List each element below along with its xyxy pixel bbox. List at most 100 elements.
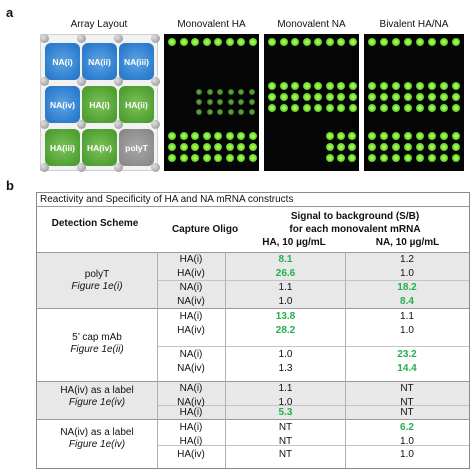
signal-spot [214,38,222,46]
signal-spot [248,154,257,162]
signal-spot [248,132,257,140]
signal-spot [268,104,276,112]
signal-spot [368,143,376,151]
signal-spot [314,104,322,112]
capture-oligo-cell: HA(i) [179,254,203,265]
signal-spot [248,89,255,95]
signal-spot [302,38,311,46]
signal-spot [348,132,356,140]
panel-b-letter: b [6,178,14,193]
signal-spot [416,132,424,140]
scheme-figure: Figure 1e(iv) [68,439,126,450]
row-rule [157,280,469,281]
signal-spot [428,82,436,90]
signal-spot [380,154,388,162]
signal-spot [217,99,223,105]
fiducial-dot [114,34,123,43]
header-detection: Detection Scheme [51,218,139,229]
title-rule [37,206,469,207]
ha-value-cell: 1.0 [278,397,293,408]
signal-spot [348,38,357,46]
signal-spot [248,99,255,105]
na-value-cell: 23.2 [397,349,417,360]
scheme-figure: Figure 1e(i) [71,281,123,292]
signal-spot [268,38,276,46]
header-signal-2: for each monovalent mRNA [289,224,421,235]
capture-oligo-cell: NA(iv) [177,296,205,307]
signal-spot [214,132,222,140]
scheme-na-label: NA(iv) as a label Figure 1e(iv) [37,427,157,451]
signal-spot [392,38,400,46]
ha-value-cell: NT [278,422,293,433]
signal-spot [237,38,245,46]
signal-spot [302,104,311,112]
ha-value-cell: NT [278,449,293,460]
signal-spot [428,154,436,162]
signal-spot [237,132,245,140]
signal-spot [191,154,199,162]
signal-spot [368,132,376,140]
col-divider-1 [157,252,158,468]
signal-spot [380,82,388,90]
fiducial-dot [40,34,49,43]
signal-spot [196,89,202,95]
header-rule [37,252,469,253]
fiducial-dot [40,77,49,86]
signal-spot [237,154,245,162]
signal-spot [279,104,288,112]
signal-spot [392,132,400,140]
ha-value-cell: 8.1 [278,254,293,265]
fiducial-dot [77,34,86,43]
signal-spot [225,143,234,151]
signal-spot [202,132,211,140]
fiducial-dot [114,163,123,172]
header-na-col: NA, 10 µg/mL [375,237,440,248]
na-value-cell: 1.0 [400,325,414,336]
signal-spot [428,38,436,46]
signal-spot [392,93,400,101]
signal-spot [416,143,424,151]
spot-na-ii: NA(ii) [82,43,117,80]
na-value-cell: NT [400,407,414,418]
scheme-figure: Figure 1e(iv) [68,397,126,408]
signal-spot [291,93,299,101]
signal-spot [452,143,460,151]
na-value-cell: 1.0 [400,268,414,279]
signal-spot [416,38,424,46]
signal-spot [452,93,460,101]
signal-spot [337,82,345,90]
group-rule-2 [37,381,469,382]
signal-spot [326,143,334,151]
signal-spot [337,104,345,112]
signal-spot [368,38,376,46]
signal-spot [348,82,357,90]
signal-spot [291,104,299,112]
capture-oligo-cell: HA(i) [179,436,203,447]
signal-spot [168,154,176,162]
signal-spot [202,154,211,162]
capture-oligo-cell: HA(i) [179,407,203,418]
bivalent-image [364,34,464,171]
array-layout-diagram: NA(i) NA(ii) NA(iii) NA(iv) HA(i) HA(ii)… [40,34,160,172]
col-divider-2 [225,252,226,468]
signal-spot [279,82,288,90]
signal-spot [168,38,176,46]
signal-spot [268,93,276,101]
ha-value-cell: 28.2 [275,325,296,336]
capture-oligo-cell: NA(iv) [177,397,205,408]
fiducial-dot [77,120,86,129]
ha-value-cell: 5.3 [278,407,293,418]
spot-ha-iv: HA(iv) [82,129,117,166]
signal-spot [404,104,412,112]
signal-spot [326,154,334,162]
scheme-name: NA(iv) as a label [60,427,134,438]
na-value-cell: 1.2 [400,254,414,265]
monovalent-ha-title: Monovalent HA [177,19,246,30]
fiducial-dot [40,120,49,129]
scheme-name: 5’ cap mAb [72,332,122,343]
signal-spot [452,82,460,90]
signal-spot [380,93,388,101]
signal-spot [452,38,460,46]
signal-spot [380,143,388,151]
signal-spot [392,143,400,151]
